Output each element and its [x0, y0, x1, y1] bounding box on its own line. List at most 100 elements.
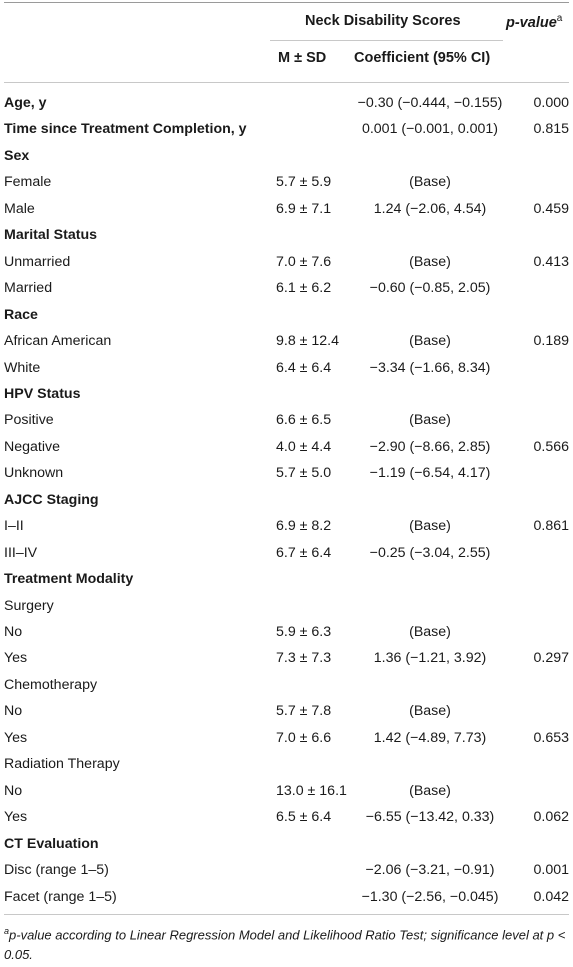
- row-coefficient: −0.60 (−0.85, 2.05): [369, 280, 491, 297]
- table-row: Male 6.9 ± 7.1 1.24 (−2.06, 4.54) 0.459: [0, 196, 573, 222]
- row-coefficient: (Base): [409, 782, 451, 799]
- table-row: Yes 7.0 ± 6.6 1.42 (−4.89, 7.73) 0.653: [0, 725, 573, 751]
- row-coefficient: −2.06 (−3.21, −0.91): [365, 862, 495, 879]
- row-msd: 5.7 ± 7.8: [276, 703, 332, 720]
- table-row: Chemotherapy: [0, 672, 573, 698]
- table-row: Race: [0, 302, 573, 328]
- row-label: Radiation Therapy: [4, 756, 120, 773]
- row-coefficient: 1.42 (−4.89, 7.73): [373, 729, 487, 746]
- group-underline: [270, 40, 503, 41]
- header-p-value-sup: a: [556, 13, 563, 24]
- row-p-value: 0.042: [533, 888, 569, 905]
- header-rule: [4, 82, 569, 83]
- table-row: No 5.9 ± 6.3 (Base): [0, 619, 573, 645]
- row-msd: 7.0 ± 7.6: [276, 253, 332, 270]
- table-row: No 5.7 ± 7.8 (Base): [0, 698, 573, 724]
- table-row: White 6.4 ± 6.4 −3.34 (−1.66, 8.34): [0, 355, 573, 381]
- row-label: Facet (range 1–5): [4, 888, 117, 905]
- row-p-value: 0.566: [533, 438, 569, 455]
- row-label: Unmarried: [4, 253, 71, 270]
- row-p-value: 0.001: [533, 862, 569, 879]
- table-row: Marital Status: [0, 222, 573, 248]
- row-msd: 6.9 ± 7.1: [276, 200, 332, 217]
- row-p-value: 0.653: [533, 729, 569, 746]
- header-coef: Coefficient (95% CI): [354, 50, 491, 66]
- row-coefficient: (Base): [409, 703, 451, 720]
- row-label: African American: [4, 333, 112, 350]
- row-coefficient: −0.25 (−3.04, 2.55): [369, 544, 491, 561]
- row-msd: 6.5 ± 6.4: [276, 809, 332, 826]
- row-msd: 4.0 ± 4.4: [276, 438, 332, 455]
- table-row: No 13.0 ± 16.1 (Base): [0, 778, 573, 804]
- table-row: Time since Treatment Completion, y 0.001 …: [0, 116, 573, 142]
- table-row: III–IV 6.7 ± 6.4 −0.25 (−3.04, 2.55): [0, 540, 573, 566]
- row-p-value: 0.413: [533, 253, 569, 270]
- row-coefficient: −3.34 (−1.66, 8.34): [369, 359, 491, 376]
- row-label: Unknown: [4, 465, 64, 482]
- row-label: Age, y: [4, 95, 47, 111]
- row-msd: 5.9 ± 6.3: [276, 624, 332, 640]
- table-row: Positive 6.6 ± 6.5 (Base): [0, 407, 573, 433]
- table-row: AJCC Staging: [0, 487, 573, 513]
- row-coefficient: (Base): [409, 174, 451, 191]
- row-label: Yes: [4, 650, 28, 667]
- row-msd: 7.3 ± 7.3: [276, 650, 332, 667]
- row-msd: 6.7 ± 6.4: [276, 544, 332, 561]
- row-msd: 5.7 ± 5.0: [276, 465, 332, 482]
- row-coefficient: 1.36 (−1.21, 3.92): [373, 650, 487, 667]
- row-p-value: 0.062: [533, 809, 569, 826]
- row-coefficient: −2.90 (−8.66, 2.85): [369, 438, 491, 455]
- row-label: Time since Treatment Completion, y: [4, 121, 247, 138]
- table-row: I–II 6.9 ± 8.2 (Base) 0.861: [0, 513, 573, 539]
- row-msd: 9.8 ± 12.4: [276, 333, 340, 350]
- row-coefficient: (Base): [409, 412, 451, 429]
- table-row: Disc (range 1–5) −2.06 (−3.21, −0.91) 0.00…: [0, 857, 573, 883]
- row-coefficient: 0.001 (−0.001, 0.001): [361, 121, 499, 138]
- row-label: Treatment Modality: [4, 571, 134, 588]
- table-row: African American 9.8 ± 12.4 (Base) 0.189: [0, 328, 573, 354]
- row-coefficient: 1.24 (−2.06, 4.54): [373, 200, 487, 217]
- row-label: White: [4, 359, 41, 376]
- row-coefficient: −0.30 (−0.444, −0.155): [357, 95, 503, 111]
- row-label: III–IV: [4, 544, 38, 561]
- table-row: Yes 6.5 ± 6.4 −6.55 (−13.42, 0.33) 0.062: [0, 804, 573, 830]
- row-label: Male: [4, 200, 35, 217]
- row-p-value: 0.000: [533, 95, 569, 111]
- table-row: HPV Status: [0, 381, 573, 407]
- row-coefficient: (Base): [409, 518, 451, 535]
- row-label: Chemotherapy: [4, 676, 98, 693]
- row-label: Yes: [4, 729, 28, 746]
- table-row: Unmarried 7.0 ± 7.6 (Base) 0.413: [0, 249, 573, 275]
- row-coefficient: −6.55 (−13.42, 0.33): [365, 809, 495, 826]
- table-row: Negative 4.0 ± 4.4 −2.90 (−8.66, 2.85) 0.56…: [0, 434, 573, 460]
- row-label: No: [4, 624, 23, 640]
- row-msd: 7.0 ± 6.6: [276, 729, 332, 746]
- row-label: No: [4, 703, 23, 720]
- row-msd: 5.7 ± 5.9: [276, 174, 332, 191]
- row-label: Married: [4, 280, 53, 297]
- top-rule: [4, 2, 569, 3]
- row-label: Race: [4, 306, 38, 323]
- row-label: HPV Status: [4, 385, 81, 402]
- row-label: Female: [4, 174, 52, 191]
- row-label: Surgery: [4, 597, 54, 614]
- row-msd: 6.6 ± 6.5: [276, 412, 332, 429]
- row-label: AJCC Staging: [4, 491, 99, 508]
- row-msd: 13.0 ± 16.1: [276, 782, 347, 799]
- table-row: Unknown 5.7 ± 5.0 −1.19 (−6.54, 4.17): [0, 460, 573, 486]
- table-row: Facet (range 1–5) −1.30 (−2.56, −0.045) 0.…: [0, 884, 573, 910]
- table-row: Surgery: [0, 593, 573, 619]
- row-coefficient: (Base): [409, 253, 451, 270]
- row-label: Yes: [4, 809, 28, 826]
- row-coefficient: −1.30 (−2.56, −0.045): [361, 888, 499, 905]
- table-row: CT Evaluation: [0, 831, 573, 857]
- table-row: Radiation Therapy: [0, 751, 573, 777]
- table-row: Age, y −0.30 (−0.444, −0.155) 0.000: [0, 90, 573, 116]
- footnote: ap-value according to Linear Regression …: [4, 921, 569, 965]
- row-label: I–II: [4, 518, 24, 535]
- row-coefficient: (Base): [409, 624, 451, 640]
- row-label: Negative: [4, 438, 60, 455]
- table-row: Yes 7.3 ± 7.3 1.36 (−1.21, 3.92) 0.297: [0, 645, 573, 671]
- footnote-sup: a: [4, 926, 10, 936]
